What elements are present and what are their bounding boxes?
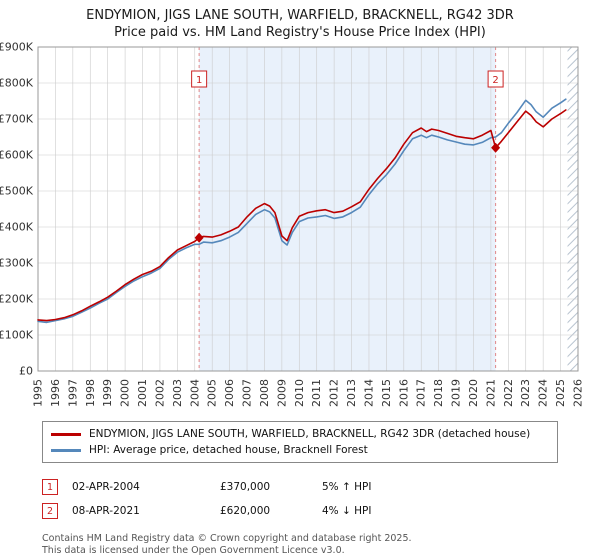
sale-annotations: 1 02-APR-2004 £370,000 5% ↑ HPI 2 08-APR…: [42, 475, 558, 523]
x-tick-label: 2009: [275, 379, 288, 407]
page-title: ENDYMION, JIGS LANE SOUTH, WARFIELD, BRA…: [86, 8, 514, 23]
legend-label-hpi: HPI: Average price, detached house, Brac…: [89, 444, 368, 456]
hpi-average-line: [37, 98, 567, 324]
sale-annotation-row-2: 2 08-APR-2021 £620,000 4% ↓ HPI: [42, 499, 558, 523]
x-tick-label: 2020: [467, 379, 480, 407]
sale-annotation-row-1: 1 02-APR-2004 £370,000 5% ↑ HPI: [42, 475, 558, 499]
x-tick-label: 2012: [328, 379, 341, 407]
y-tick-label: £300K: [0, 257, 34, 270]
x-tick-label: 2002: [153, 379, 166, 407]
x-tick-label: 1998: [84, 379, 97, 407]
sale-2-number-box: 2: [42, 503, 58, 519]
plot-border: [37, 46, 579, 372]
license-line-2: This data is licensed under the Open Gov…: [42, 545, 345, 556]
sale-point-diamond: [194, 232, 204, 243]
sale-marker-flag-box: [191, 70, 208, 88]
future-hatched-span: [567, 47, 578, 371]
y-tick-label: £900K: [0, 41, 34, 54]
x-tick-label: 2010: [293, 379, 306, 407]
sale-marker-flag-number: 1: [196, 75, 202, 86]
legend-label-property: ENDYMION, JIGS LANE SOUTH, WARFIELD, BRA…: [89, 428, 531, 440]
page-subtitle: Price paid vs. HM Land Registry's House …: [114, 25, 486, 40]
y-tick-label: £600K: [0, 149, 34, 162]
x-tick-label: 2021: [484, 379, 497, 407]
sale-1-price: £370,000: [220, 481, 271, 493]
license-line-1: Contains HM Land Registry data © Crown c…: [42, 533, 412, 544]
y-tick-label: £700K: [0, 113, 34, 126]
x-tick-label: 2000: [119, 379, 132, 407]
x-tick-label: 2005: [206, 379, 219, 407]
y-tick-label: £200K: [0, 293, 34, 306]
y-tick-label: £500K: [0, 185, 34, 198]
x-tick-label: 2008: [258, 379, 271, 407]
x-tick-label: 2014: [362, 379, 375, 407]
chart-legend: ENDYMION, JIGS LANE SOUTH, WARFIELD, BRA…: [42, 421, 558, 463]
x-tick-label: 2001: [136, 379, 149, 407]
hpi-line-swatch: [51, 448, 81, 452]
sale-marker-flag-box: [487, 70, 504, 88]
x-tick-label: 2003: [171, 379, 184, 407]
sale-2-price: £620,000: [220, 505, 271, 517]
sale-1-date: 02-APR-2004: [72, 481, 140, 493]
x-tick-label: 2024: [537, 379, 550, 407]
sale-1-hpi-delta: 5% ↑ HPI: [322, 481, 372, 493]
x-tick-label: 2019: [450, 379, 463, 407]
price-history-chart: £0 £100K £200K £300K £400K £500K £600K £700K £80…: [0, 41, 585, 407]
x-tick-label: 2022: [502, 379, 515, 407]
sale-2-date: 08-APR-2021: [72, 505, 140, 517]
x-tick-label: 2004: [188, 379, 201, 407]
x-tick-label: 1996: [49, 379, 62, 407]
x-tick-label: 2018: [432, 379, 445, 407]
property-price-line: [37, 109, 567, 322]
x-tick-label: 2006: [223, 379, 236, 407]
x-tick-label: 2016: [397, 379, 410, 407]
x-tick-label: 2023: [519, 379, 532, 407]
sale-point-diamond: [491, 142, 501, 153]
x-tick-label: 2015: [380, 379, 393, 407]
y-tick-label: £400K: [0, 221, 34, 234]
sale-1-number-box: 1: [42, 479, 58, 495]
y-tick-label: £100K: [0, 329, 34, 342]
x-tick-label: 1997: [66, 379, 79, 407]
license-footer: Contains HM Land Registry data © Crown c…: [42, 533, 558, 557]
x-tick-label: 1999: [101, 379, 114, 407]
y-tick-label: £800K: [0, 77, 34, 90]
x-tick-label: 1995: [32, 379, 45, 407]
x-tick-label: 2013: [345, 379, 358, 407]
legend-item-property: ENDYMION, JIGS LANE SOUTH, WARFIELD, BRA…: [51, 426, 549, 442]
x-tick-label: 2007: [241, 379, 254, 407]
sale-marker-flag-number: 2: [492, 75, 498, 86]
x-tick-label: 2025: [554, 379, 567, 407]
y-tick-label: £0: [19, 365, 33, 378]
x-tick-label: 2026: [572, 379, 585, 407]
sale-2-hpi-delta: 4% ↓ HPI: [322, 505, 372, 517]
x-tick-label: 2017: [415, 379, 428, 407]
property-line-swatch: [51, 432, 81, 436]
legend-item-hpi: HPI: Average price, detached house, Brac…: [51, 442, 549, 458]
x-tick-label: 2011: [310, 379, 323, 407]
